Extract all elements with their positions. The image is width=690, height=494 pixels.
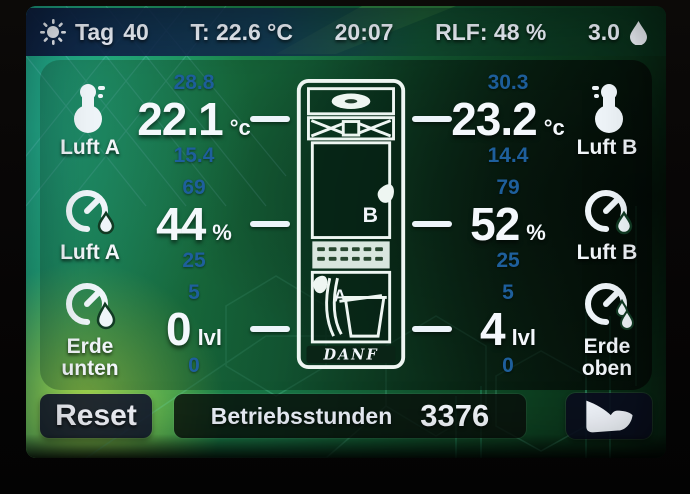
reading-max: 28.8	[173, 70, 215, 94]
reading-min: 25	[182, 248, 206, 272]
reading-max: 69	[182, 175, 206, 199]
reading-erde-oben: 5 4 lvl 0	[480, 282, 536, 376]
water-drop-icon	[629, 20, 647, 45]
soil-moisture-gauge-icon	[585, 283, 635, 331]
operating-hours-panel: Betriebsstunden 3376	[174, 394, 526, 438]
day-value: 40	[123, 18, 149, 45]
reading-min: 14.4	[487, 143, 529, 167]
reading-value: 4	[479, 303, 506, 356]
reading-min: 0	[188, 354, 200, 378]
zone-b-hand-icon	[377, 184, 394, 203]
soil-moisture-gauge-icon	[66, 283, 116, 330]
sensor-label: Erde unten	[61, 335, 119, 380]
reading-erde-unten: 5 0 lvl 0	[166, 282, 222, 376]
reading-min: 25	[496, 248, 520, 272]
reading-unit: %	[212, 219, 232, 245]
water-status: 3.0	[588, 19, 648, 46]
bottom-bar: Reset Betriebsstunden 3376	[40, 393, 652, 439]
connector-dash	[412, 326, 452, 333]
reading-unit: lvl	[511, 325, 537, 351]
sensor-tile-luft-a-temp: Luft A	[60, 78, 120, 160]
humidity-gauge-icon	[66, 189, 115, 235]
connector-dash	[412, 220, 452, 227]
sensor-label: Erde oben	[581, 335, 633, 380]
thermometer-icon	[74, 84, 105, 134]
reading-max: 5	[188, 281, 200, 305]
sensor-label: Luft B	[576, 240, 638, 264]
day-label: Tag	[75, 18, 115, 45]
reading-luft-b-humidity: 79 52% 25	[470, 177, 546, 271]
status-humidity: RLF: 48 %	[435, 18, 547, 45]
connector-dash	[250, 220, 290, 227]
water-level-value: 3.0	[588, 18, 620, 45]
zone-a-hand-icon	[313, 275, 328, 294]
reading-unit: %	[526, 219, 546, 245]
reading-luft-a-humidity: 69 44% 25	[156, 177, 232, 271]
reading-luft-b-temp: 30.3 23.2 °c 14.4	[451, 72, 565, 166]
reading-unit: °c	[229, 114, 251, 140]
sun-icon	[40, 19, 66, 45]
controller-screen: Tag 40 T: 22.6 °C 20:07 RLF: 48 % 3.0	[26, 6, 666, 458]
sensor-tile-luft-b-temp: Luft B	[576, 78, 638, 160]
reset-button[interactable]: Reset	[40, 394, 152, 438]
operating-hours-value: 3376	[420, 398, 490, 433]
connector-dash	[250, 115, 290, 122]
reading-max: 5	[502, 281, 514, 305]
reading-min: 0	[502, 354, 514, 378]
reading-min: 15.4	[173, 143, 215, 167]
bucket-and-hose-icon	[325, 277, 387, 338]
back-button[interactable]	[566, 393, 652, 439]
status-clock: 20:07	[334, 18, 394, 45]
sensor-label: Luft B	[576, 136, 638, 160]
reading-value: 0	[165, 303, 192, 356]
connector-dash	[250, 326, 290, 333]
sensor-panel: Luft A 28.8 22.1 °c 15.4	[40, 60, 652, 390]
reading-value: 23.2	[451, 92, 538, 145]
reading-value: 52	[470, 197, 520, 250]
connector-dash	[412, 115, 452, 122]
day-status: Tag 40	[40, 19, 149, 46]
zone-upper-label: B	[363, 203, 378, 227]
sensor-tile-luft-a-humidity: Luft A	[60, 185, 120, 263]
thermometer-icon	[592, 84, 623, 134]
reading-max: 79	[496, 175, 520, 199]
humidity-gauge-icon	[585, 189, 633, 235]
reading-luft-a-temp: 28.8 22.1 °c 15.4	[137, 72, 251, 166]
sensor-tile-luft-b-humidity: Luft B	[576, 185, 638, 264]
sensor-tile-erde-unten: Erde unten	[50, 279, 130, 379]
brand-label: DANF	[322, 346, 378, 363]
reading-value: 44	[156, 197, 206, 250]
back-arrow-icon	[586, 400, 633, 433]
reading-max: 30.3	[487, 70, 529, 94]
status-temperature: T: 22.6 °C	[190, 18, 293, 45]
reading-unit: lvl	[197, 325, 223, 351]
reading-value: 22.1	[137, 92, 224, 145]
cabinet-icon: B A	[296, 79, 406, 369]
reading-unit: °c	[543, 114, 565, 140]
sensor-label: Luft A	[60, 136, 120, 160]
grow-cabinet-graphic: B A	[293, 71, 409, 377]
operating-hours-label: Betriebsstunden	[210, 402, 393, 429]
status-bar: Tag 40 T: 22.6 °C 20:07 RLF: 48 % 3.0	[26, 8, 666, 56]
sensor-label: Luft A	[60, 240, 120, 264]
sensor-tile-erde-oben: Erde oben	[567, 279, 647, 379]
